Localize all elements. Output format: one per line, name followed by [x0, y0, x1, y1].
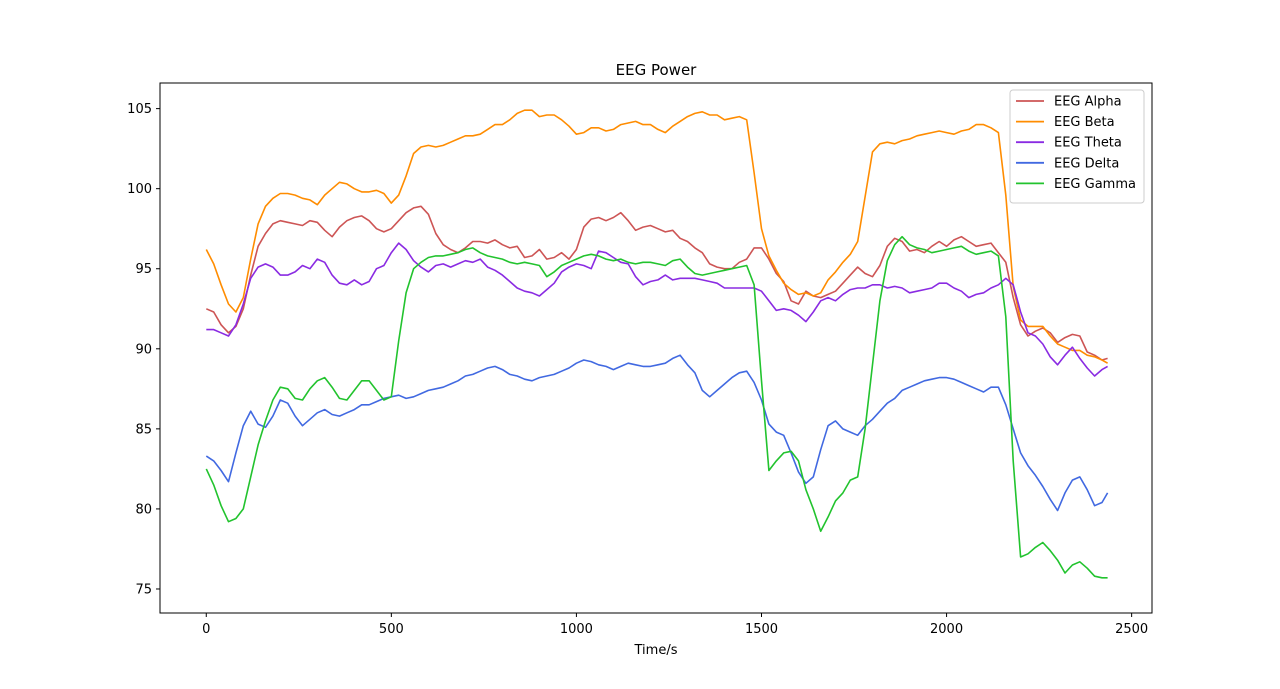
x-tick-label: 1000 [560, 622, 593, 637]
series-layer [205, 109, 1109, 579]
y-tick-label: 75 [135, 582, 152, 597]
y-tick-label: 95 [135, 262, 152, 277]
y-tick-label: 80 [135, 502, 152, 517]
x-tick-label: 500 [379, 622, 404, 637]
y-tick-label: 105 [127, 102, 152, 117]
series-line-eeg-alpha [205, 205, 1108, 361]
legend-label-eeg-alpha: EEG Alpha [1054, 95, 1122, 110]
legend: EEG Alpha EEG Beta EEG Theta EEG Delta EEG G… [1009, 89, 1145, 204]
y-axis: 75 80 85 90 95 100 105 [127, 102, 160, 597]
x-axis: 0 500 1000 1500 2000 2500 [202, 613, 1148, 637]
x-tick-label: 1500 [745, 622, 778, 637]
series-line-eeg-delta [205, 354, 1109, 512]
chart-title: EEG Power [616, 61, 698, 79]
legend-label-eeg-gamma: EEG Gamma [1054, 177, 1136, 192]
y-tick-label: 90 [135, 342, 152, 357]
series-line-eeg-theta [206, 242, 1108, 377]
x-tick-label: 0 [202, 622, 210, 637]
legend-box [1009, 89, 1145, 204]
x-axis-label: Time/s [634, 643, 678, 658]
series-line-eeg-gamma [205, 235, 1108, 579]
legend-label-eeg-beta: EEG Beta [1054, 115, 1115, 130]
plot-frame [159, 82, 1153, 614]
x-tick-label: 2000 [930, 622, 963, 637]
series-line-eeg-beta [205, 109, 1108, 364]
y-tick-label: 85 [135, 422, 152, 437]
x-tick-label: 2500 [1115, 622, 1148, 637]
legend-label-eeg-theta: EEG Theta [1054, 136, 1122, 151]
y-tick-label: 100 [127, 182, 152, 197]
legend-label-eeg-delta: EEG Delta [1054, 156, 1119, 171]
